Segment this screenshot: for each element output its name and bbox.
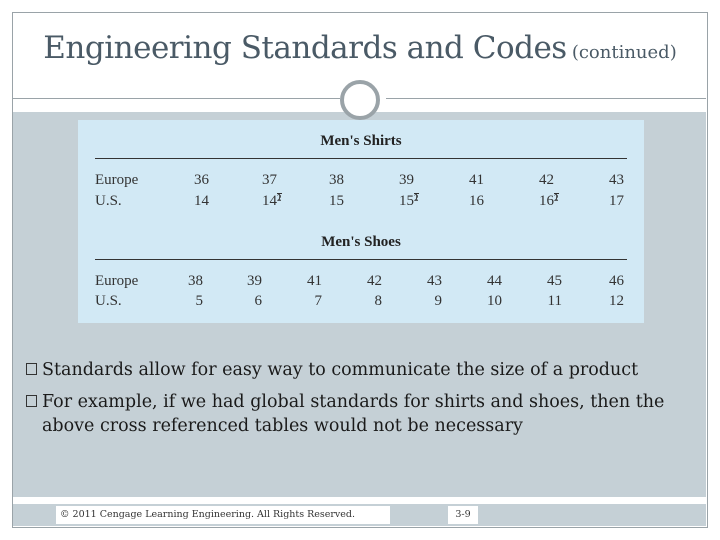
table-cell: 6 bbox=[254, 293, 263, 309]
bullet-item: Standards allow for easy way to communic… bbox=[26, 358, 706, 382]
footer-copyright: © 2011 Cengage Learning Engineering. All… bbox=[56, 506, 390, 524]
table-cell: 10 bbox=[487, 293, 502, 309]
bullet-item: For example, if we had global standards … bbox=[26, 390, 706, 438]
title-divider-left bbox=[13, 98, 340, 99]
circle-ornament-icon bbox=[340, 80, 380, 120]
cell-whole: 15 bbox=[399, 193, 414, 209]
table-cell: 45 bbox=[547, 273, 562, 289]
slide-title: Engineering Standards and Codes (continu… bbox=[0, 30, 720, 66]
table-cell: 15 1 2 bbox=[399, 192, 419, 209]
table-cell: 42 bbox=[367, 273, 382, 289]
table-cell: 9 bbox=[434, 293, 443, 309]
row-label: U.S. bbox=[95, 193, 122, 209]
cell-whole: 16 bbox=[539, 193, 554, 209]
table-cell: 41 bbox=[307, 273, 322, 289]
table-cell: 16 1 2 bbox=[539, 192, 559, 209]
table-cell: 17 bbox=[609, 193, 624, 210]
shirts-us-row: U.S. 14 14 1 2 15 15 1 2 16 16 1 2 17 bbox=[78, 193, 644, 213]
table-cell: 39 bbox=[399, 172, 414, 188]
bullet-list: Standards allow for easy way to communic… bbox=[26, 358, 706, 446]
bullet-text: Standards allow for easy way to communic… bbox=[42, 360, 639, 380]
table-cell: 43 bbox=[427, 273, 442, 289]
cell-whole: 14 bbox=[262, 193, 277, 209]
table-cell: 42 bbox=[539, 172, 554, 188]
table-cell: 8 bbox=[374, 293, 383, 309]
table-cell: 14 bbox=[194, 193, 209, 210]
shirts-table-title: Men's Shirts bbox=[320, 133, 402, 149]
shoes-divider bbox=[95, 259, 627, 260]
table-cell: 36 bbox=[194, 172, 209, 188]
shirts-divider bbox=[95, 158, 627, 159]
page-number: 3-9 bbox=[448, 506, 478, 524]
size-conversion-table: Men's Shirts Europe 36 37 38 39 41 42 43 U.S. … bbox=[78, 120, 644, 323]
table-cell: 46 bbox=[609, 273, 624, 289]
row-label: Europe bbox=[95, 273, 139, 289]
title-divider-right bbox=[386, 98, 706, 99]
table-cell: 43 bbox=[609, 172, 624, 188]
table-cell: 12 bbox=[609, 293, 624, 309]
table-cell: 38 bbox=[329, 172, 344, 188]
bullet-box-icon bbox=[26, 395, 37, 407]
row-label: U.S. bbox=[95, 293, 122, 309]
cell-whole: 16 bbox=[469, 193, 484, 209]
shoes-us-row: U.S. 5 6 7 8 9 10 11 12 bbox=[78, 293, 644, 313]
shoes-table-title: Men's Shoes bbox=[321, 234, 401, 250]
table-cell: 15 bbox=[329, 193, 344, 210]
table-cell: 39 bbox=[247, 273, 262, 289]
table-cell: 38 bbox=[188, 273, 203, 289]
bullet-text: For example, if we had global standards … bbox=[42, 392, 665, 436]
table-cell: 11 bbox=[547, 293, 562, 309]
shoes-europe-row: Europe 38 39 41 42 43 44 45 46 bbox=[78, 273, 644, 293]
table-cell: 41 bbox=[469, 172, 484, 188]
table-cell: 14 1 2 bbox=[262, 192, 282, 209]
cell-whole: 17 bbox=[609, 193, 624, 209]
slide-title-main: Engineering Standards and Codes bbox=[43, 30, 567, 66]
cell-whole: 14 bbox=[194, 193, 209, 209]
table-cell: 44 bbox=[487, 273, 502, 289]
row-label: Europe bbox=[95, 172, 139, 188]
bullet-box-icon bbox=[26, 363, 37, 375]
table-cell: 7 bbox=[314, 293, 323, 309]
table-cell: 5 bbox=[195, 293, 204, 309]
slide-title-sub: (continued) bbox=[571, 42, 677, 63]
shirts-europe-row: Europe 36 37 38 39 41 42 43 bbox=[78, 172, 644, 192]
table-cell: 37 bbox=[262, 172, 277, 188]
cell-whole: 15 bbox=[329, 193, 344, 209]
table-cell: 16 bbox=[469, 193, 484, 210]
